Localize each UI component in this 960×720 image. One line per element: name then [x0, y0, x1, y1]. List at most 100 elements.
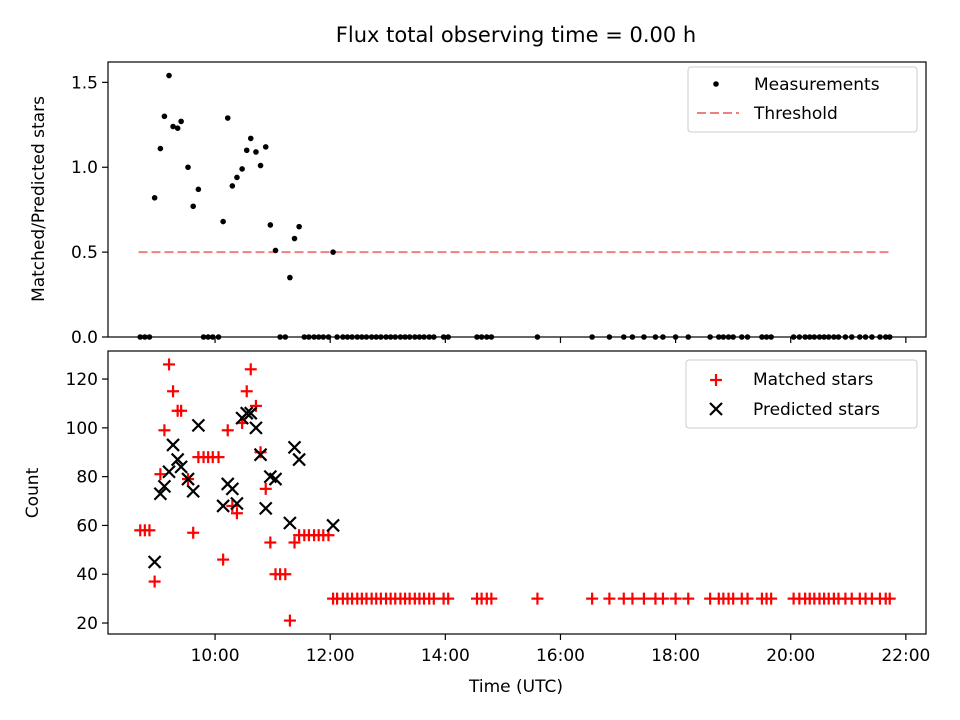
- measurement-point: [220, 218, 226, 225]
- matched-star-point: [148, 575, 161, 588]
- measurement-point: [330, 249, 336, 255]
- bottom-panel: 20 40 60 80 100 120 10:00 12:00 14:00 16:00 18:00…: [23, 350, 930, 697]
- matched-star-point: [226, 499, 239, 512]
- predicted-star-point: [249, 421, 263, 435]
- predicted-star-point: [170, 452, 185, 467]
- matched-star-point: [288, 536, 301, 549]
- measurement-point: [161, 113, 168, 120]
- bottom-x-ticks: 10:00 12:00 14:00 16:00 18:00 20:00 22:00: [191, 634, 930, 666]
- predicted-star-point: [326, 518, 340, 533]
- bottom-y-axis-label: Count: [23, 467, 43, 518]
- legend-measurements-label: Measurements: [754, 75, 880, 95]
- measurement-point: [170, 123, 176, 130]
- y-tick-label: 120: [66, 370, 98, 390]
- x-tick-label: 20:00: [766, 646, 815, 666]
- matched-star-point: [249, 399, 262, 412]
- matched-star-point: [637, 592, 650, 605]
- measurement-point: [224, 115, 231, 121]
- matched-star-point: [163, 358, 176, 371]
- matched-star-point: [154, 468, 167, 481]
- matched-star-point: [212, 451, 225, 464]
- top-y-axis-label: Matched/Predicted stars: [29, 96, 49, 302]
- measurement-point: [243, 147, 250, 154]
- bottom-legend-box: [685, 359, 918, 429]
- matched-star-point: [682, 592, 695, 605]
- y-tick-label: 1.0: [71, 158, 98, 178]
- matched-star-point: [883, 592, 896, 605]
- matched-star-point: [656, 592, 669, 605]
- y-tick-label: 100: [66, 419, 98, 439]
- predicted-star-point: [268, 472, 283, 486]
- matched-star-point: [283, 614, 296, 627]
- measurement-point: [239, 166, 245, 172]
- bottom-plot-frame: [107, 350, 927, 635]
- matched-star-point: [531, 592, 544, 605]
- matched-star-points: [134, 358, 896, 627]
- legend-predicted-marker: [709, 402, 723, 416]
- matched-star-point: [158, 424, 171, 437]
- predicted-star-points: [147, 406, 340, 569]
- x-tick-label: 14:00: [421, 646, 470, 666]
- top-legend: Measurements Threshold: [687, 66, 918, 133]
- measurement-point: [178, 118, 184, 125]
- measurement-point: [291, 235, 298, 242]
- measurement-point: [174, 125, 181, 132]
- predicted-star-point: [186, 484, 200, 499]
- y-tick-label: 40: [76, 565, 98, 585]
- measurement-point: [296, 223, 302, 230]
- measurement-point: [272, 247, 279, 254]
- measurement-point: [190, 203, 196, 210]
- matched-star-point: [603, 592, 616, 605]
- measurement-point: [253, 149, 259, 155]
- x-tick-label: 18:00: [651, 646, 700, 666]
- predicted-star-point: [216, 499, 230, 513]
- measurement-point: [267, 222, 274, 228]
- measurement-point: [195, 186, 202, 193]
- measurement-point: [257, 162, 264, 169]
- y-tick-label: 80: [76, 468, 98, 488]
- matched-star-point: [264, 536, 277, 549]
- measurement-point: [229, 183, 236, 189]
- matched-star-point: [143, 524, 156, 537]
- x-tick-label: 16:00: [536, 646, 585, 666]
- top-plot-frame: [107, 61, 927, 338]
- matched-star-point: [175, 404, 188, 417]
- x-tick-label: 22:00: [881, 646, 930, 666]
- y-tick-label: 1.5: [71, 73, 98, 93]
- measurement-point: [247, 135, 254, 142]
- matched-star-point: [741, 592, 754, 605]
- x-tick-label: 10:00: [191, 646, 240, 666]
- predicted-star-point: [157, 479, 172, 494]
- matched-star-point: [217, 553, 230, 566]
- predicted-star-point: [174, 460, 188, 474]
- matched-star-point: [669, 592, 682, 605]
- matched-star-point: [626, 592, 639, 605]
- top-y-ticks: 0.0 0.5 1.0 1.5: [71, 73, 108, 348]
- legend-measurements-marker: [713, 81, 719, 87]
- y-tick-label: 0.0: [71, 328, 98, 348]
- measurement-point: [166, 72, 172, 79]
- matched-star-point: [244, 363, 257, 376]
- measurement-point: [157, 145, 164, 152]
- matched-star-point: [485, 592, 498, 605]
- matched-star-point: [221, 424, 234, 437]
- y-tick-label: 0.5: [71, 243, 98, 263]
- legend-threshold-label: Threshold: [753, 104, 838, 124]
- legend-matched-marker: [710, 374, 722, 386]
- x-tick-label: 12:00: [306, 646, 355, 666]
- predicted-star-point: [292, 452, 306, 467]
- matched-star-point: [442, 592, 455, 605]
- measurement-point: [185, 164, 191, 171]
- top-legend-box: [687, 66, 918, 133]
- measurement-point: [287, 274, 293, 281]
- bottom-legend: Matched stars Predicted stars: [685, 359, 918, 429]
- predicted-star-point: [283, 516, 297, 530]
- matched-star-point: [586, 592, 599, 605]
- predicted-star-point: [287, 440, 302, 455]
- predicted-star-point: [239, 406, 254, 420]
- predicted-star-point: [230, 496, 244, 511]
- predicted-star-point: [147, 555, 162, 569]
- top-panel: 0.0 0.5 1.0 1.5 Matched/Predicted stars Mea…: [29, 61, 927, 348]
- predicted-star-point: [162, 464, 176, 479]
